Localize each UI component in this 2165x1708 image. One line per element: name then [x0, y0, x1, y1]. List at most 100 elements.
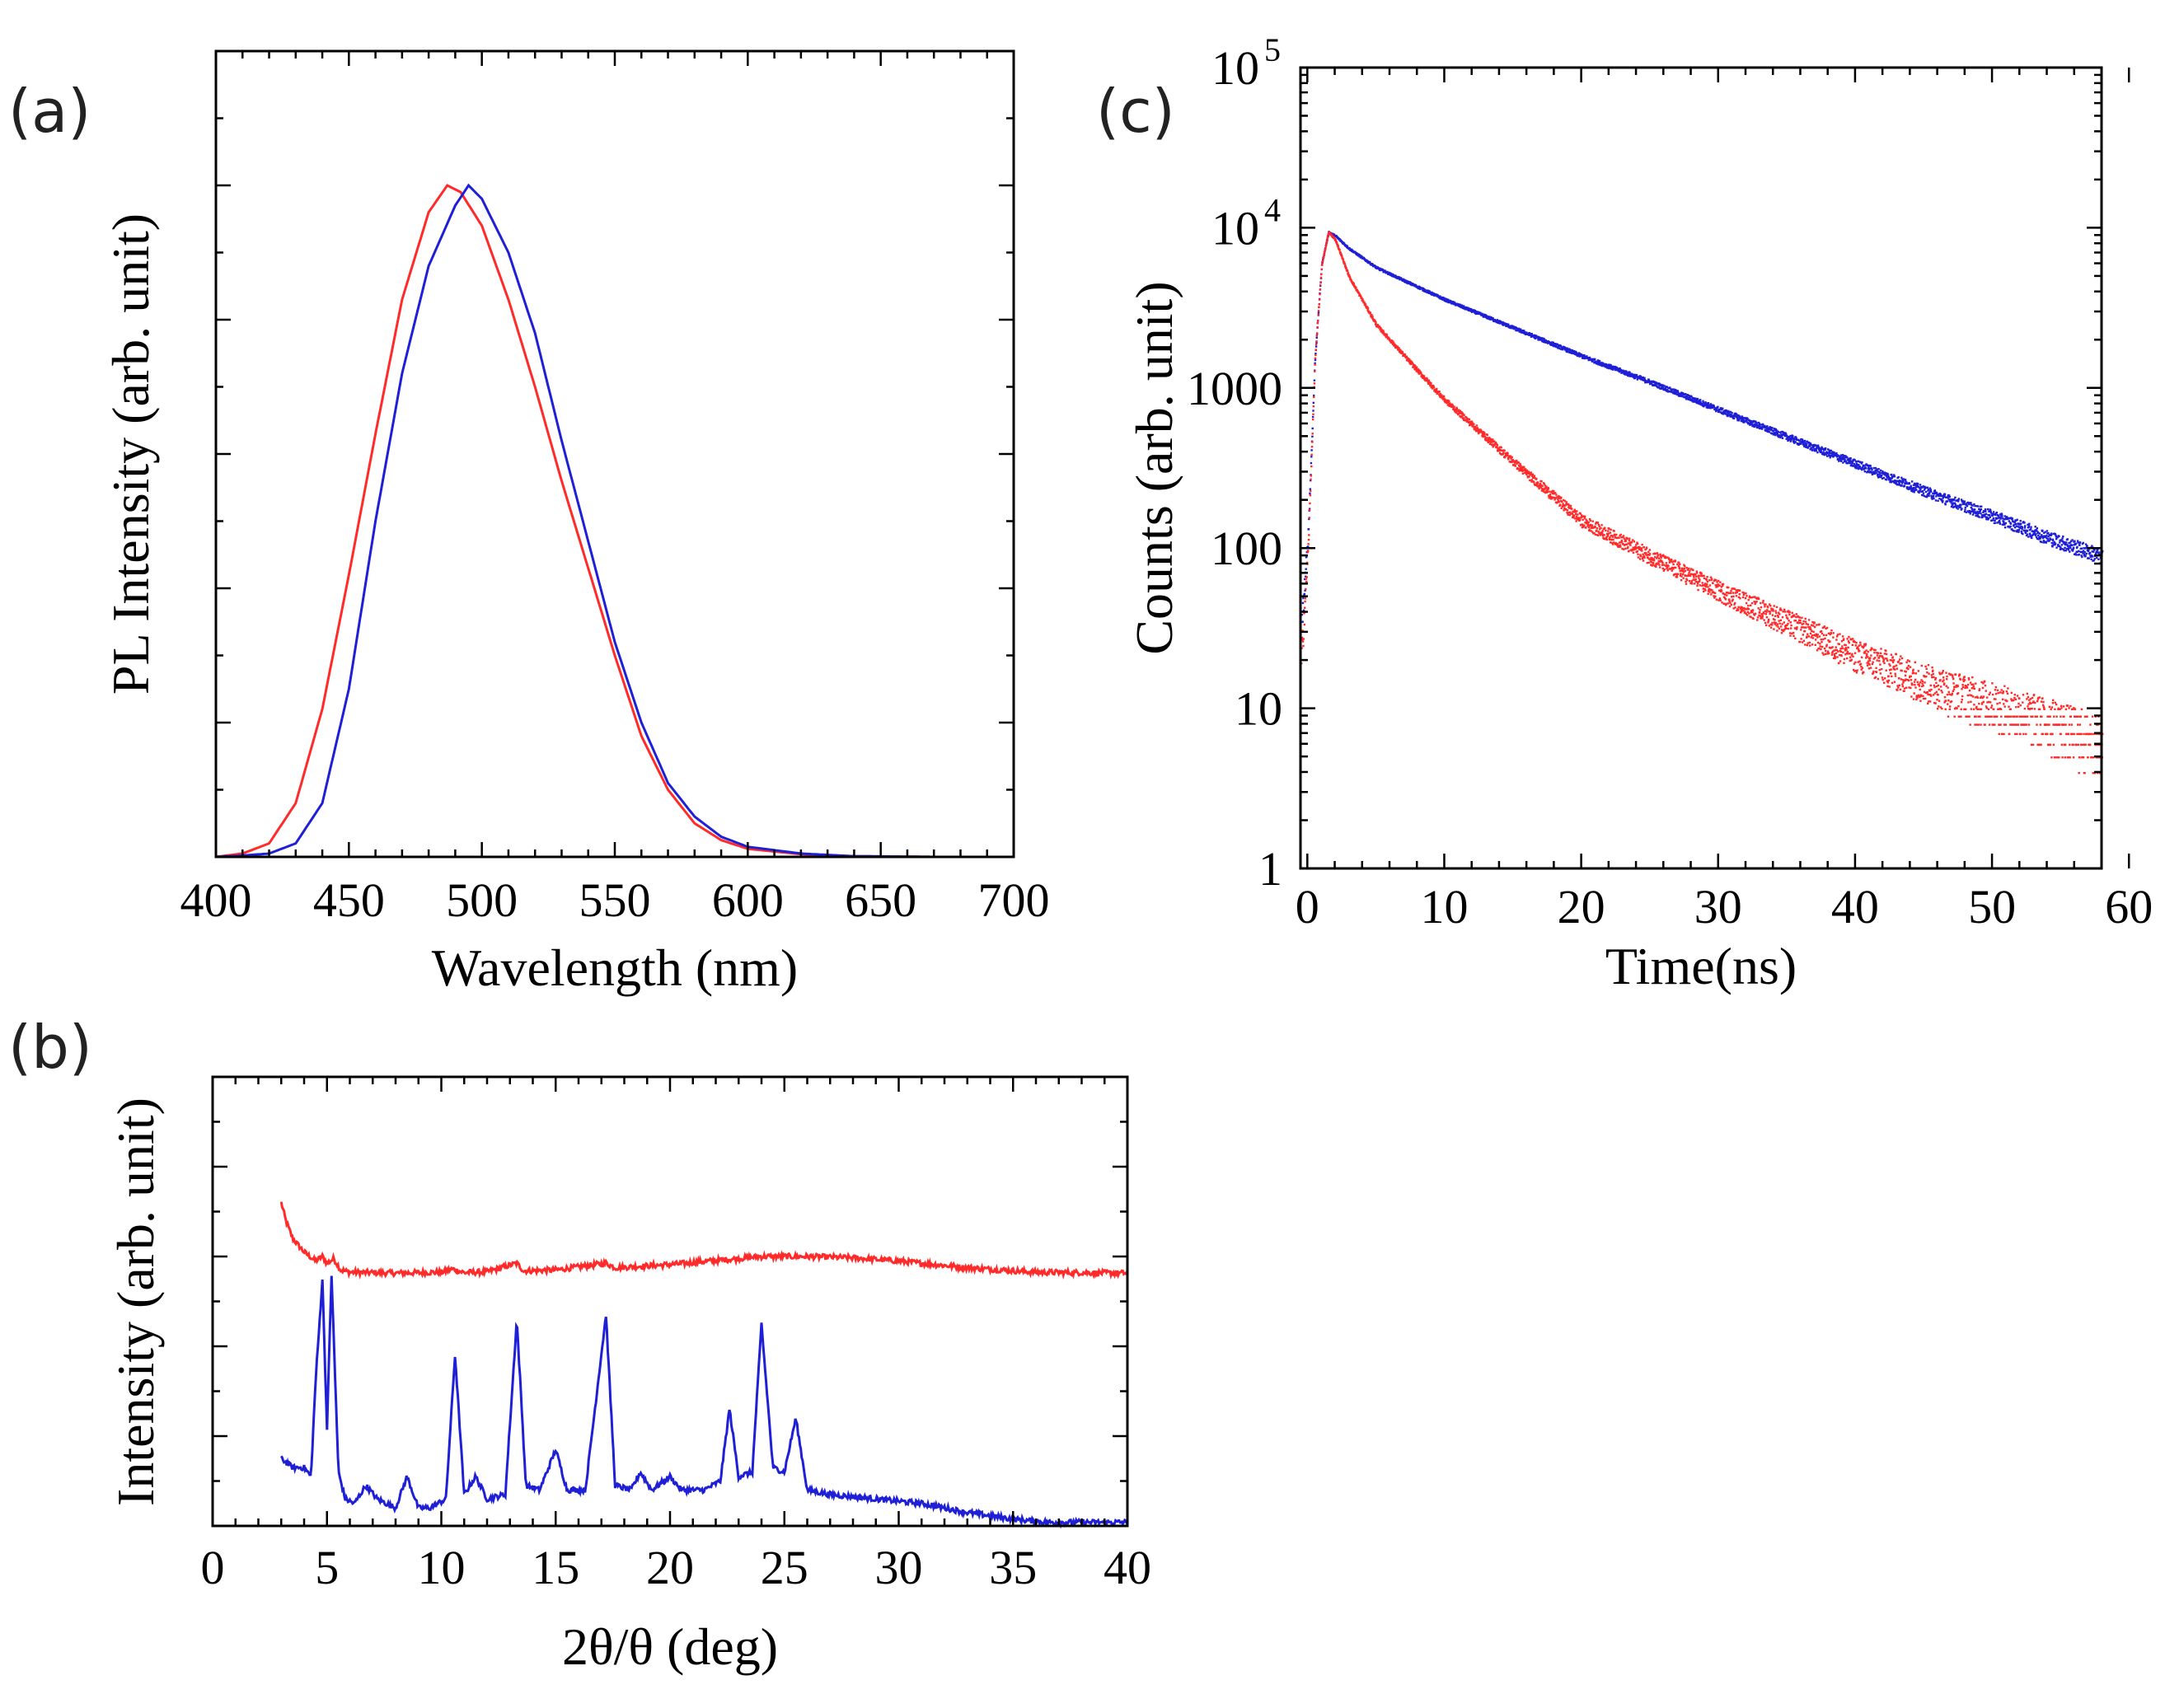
chart-c-point-blue: [1984, 515, 1986, 517]
chart-c-point-blue: [1862, 466, 1864, 469]
chart-c-point-red: [1326, 240, 1329, 242]
chart-c-point-red: [1844, 649, 1847, 652]
chart-c-point-red: [1814, 643, 1816, 646]
chart-c-point-red: [1900, 662, 1903, 665]
chart-c-point-blue: [1689, 396, 1691, 400]
chart-c-point-red: [1555, 494, 1558, 496]
chart-c-point-red: [1902, 681, 1905, 684]
chart-c-point-red: [1301, 640, 1305, 643]
chart-c-point-red: [1858, 660, 1861, 662]
chart-c-point-red: [1547, 487, 1550, 489]
chart-c-point-blue: [1953, 498, 1956, 501]
chart-c-point-red: [1681, 573, 1685, 576]
chart-c-point-red: [1422, 375, 1426, 377]
chart-c-point-red: [1646, 554, 1648, 557]
chart-c-point-red: [1754, 596, 1756, 598]
chart-c-point-blue: [2069, 541, 2072, 544]
chart-c-point-red: [1558, 494, 1560, 498]
chart-c-point-red: [1802, 639, 1806, 642]
chart-c-point-red: [1366, 307, 1370, 310]
chart-c-point-red: [1741, 607, 1744, 610]
chart-c-point-blue: [1676, 391, 1680, 393]
chart-c-point-blue: [1977, 505, 1980, 508]
chart-c-point-blue: [1695, 398, 1698, 400]
chart-c-point-red: [1653, 552, 1656, 555]
chart-c-point-red: [1433, 388, 1436, 391]
chart-c-point-red: [1845, 652, 1848, 655]
chart-c-point-blue: [1942, 495, 1946, 498]
chart-c-point-red: [1886, 681, 1890, 684]
chart-c-point-blue: [1474, 310, 1476, 312]
chart-c-point-blue: [2050, 541, 2053, 545]
chart-c-point-red: [1521, 472, 1525, 475]
chart-c-point-blue: [1346, 245, 1348, 247]
chart-c-point-red: [1638, 546, 1641, 549]
chart-c-point-red: [1799, 621, 1802, 624]
chart-c-point-red: [1548, 494, 1550, 497]
chart-c-point-blue: [2091, 545, 2093, 547]
chart-c-point-red: [1746, 607, 1749, 610]
chart-c-point-blue: [1758, 422, 1760, 425]
chart-c-point-red: [1727, 592, 1730, 595]
chart-c-point-blue: [1876, 468, 1878, 470]
chart-c-point-blue: [2042, 536, 2045, 540]
chart-c-point-red: [1525, 468, 1527, 470]
chart-a-series-blue-line: [215, 183, 935, 859]
chart-c-point-blue: [2076, 550, 2078, 553]
chart-c-point-blue: [2041, 535, 2044, 538]
chart-a-xtick-label: 500: [446, 873, 518, 927]
chart-c-point-red: [1427, 379, 1429, 382]
chart-c-point-red: [1654, 564, 1657, 566]
chart-c-point-red: [1662, 569, 1666, 572]
chart-c-point-blue: [1934, 499, 1938, 502]
chart-c-point-blue: [1821, 447, 1824, 450]
chart-c-point-red: [1773, 605, 1775, 607]
chart-c-point-red: [1615, 533, 1618, 536]
chart-c-point-red: [1305, 587, 1307, 591]
chart-c-point-blue: [1860, 467, 1863, 470]
chart-c-point-blue: [1816, 444, 1820, 447]
chart-c-point-red: [1910, 679, 1913, 681]
chart-c-point-red: [1862, 646, 1865, 649]
chart-c-point-blue: [1669, 386, 1671, 389]
chart-c-point-red: [1662, 555, 1665, 558]
chart-c-point-blue: [1932, 494, 1935, 498]
chart-c-point-red: [1825, 634, 1828, 636]
chart-c-point-blue: [1864, 467, 1867, 470]
chart-c-point-red: [1416, 366, 1418, 369]
chart-c-point-blue: [1713, 405, 1716, 409]
chart-c-point-red: [1327, 233, 1329, 236]
chart-c-point-blue: [1301, 620, 1304, 623]
chart-c-point-blue: [1882, 476, 1885, 480]
chart-c-point-red: [1308, 534, 1310, 536]
chart-c-point-blue: [1915, 489, 1918, 491]
chart-c-point-red: [1495, 442, 1497, 445]
chart-c-point-red: [1361, 300, 1365, 302]
chart-c-point-red: [1737, 596, 1741, 598]
chart-c-point-red: [1706, 583, 1708, 586]
chart-c-point-red: [1311, 433, 1314, 435]
chart-c-point-red: [1853, 652, 1857, 654]
chart-c-point-red: [1420, 372, 1422, 374]
chart-c-point-red: [1469, 423, 1471, 427]
chart-c-point-blue: [1846, 456, 1849, 459]
chart-c-point-blue: [1606, 367, 1609, 369]
chart-c-point-blue: [2011, 528, 2013, 531]
chart-c-point-red: [1530, 471, 1532, 474]
chart-c-point-blue: [1791, 438, 1793, 440]
chart-c-point-blue: [1924, 490, 1928, 494]
chart-c-point-red: [1690, 568, 1693, 570]
chart-c-point-blue: [1575, 350, 1577, 353]
chart-c-point-blue: [1792, 435, 1794, 438]
chart-b-xtick-label: 30: [875, 1541, 923, 1594]
chart-c-point-red: [1384, 333, 1386, 336]
chart-c-point-blue: [2010, 517, 2013, 519]
chart-c-point-red: [1722, 583, 1725, 586]
chart-c-point-red: [1507, 452, 1509, 455]
chart-b-xtick-label: 5: [315, 1541, 339, 1594]
chart-c-point-blue: [1783, 434, 1787, 438]
chart-c-point-red: [1514, 465, 1516, 467]
chart-c-point-blue: [1858, 466, 1860, 469]
chart-c-point-blue: [2009, 522, 2013, 525]
chart-c-point-red: [1694, 583, 1696, 585]
